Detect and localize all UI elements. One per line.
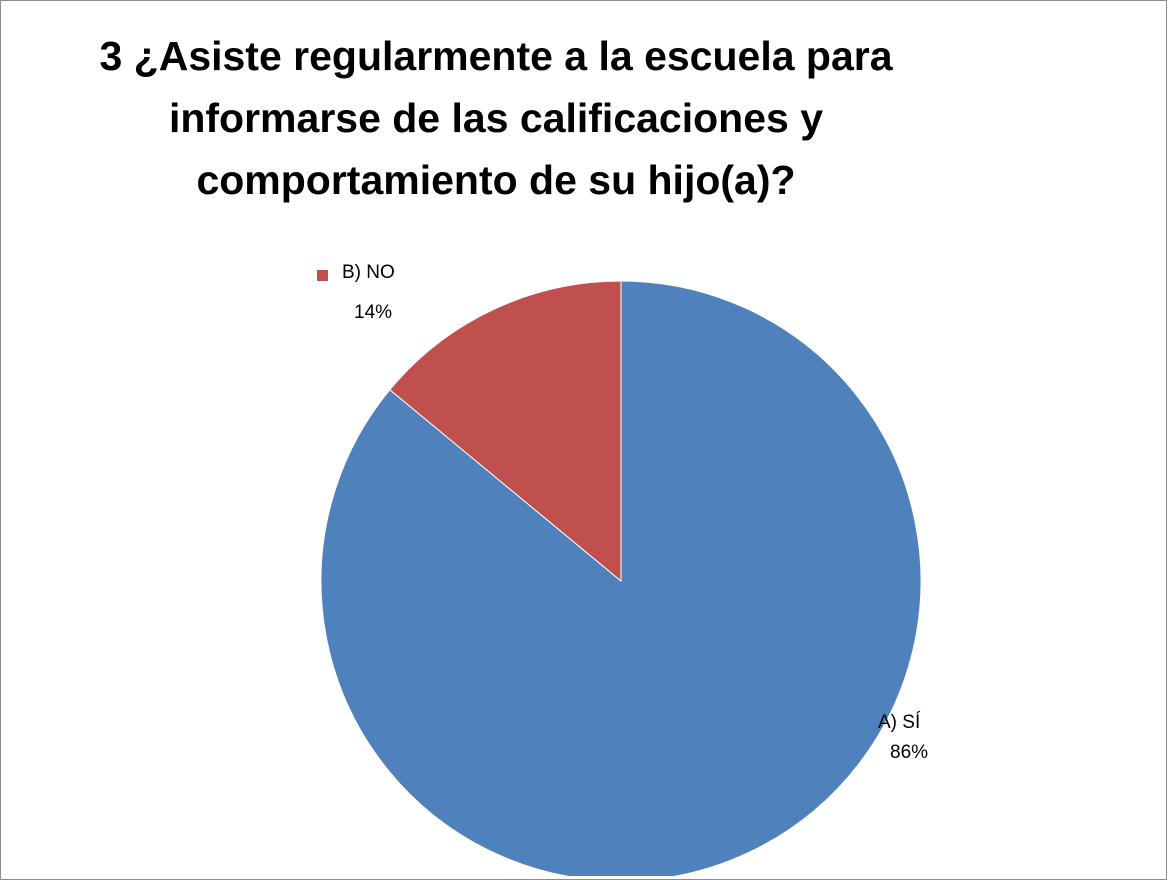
label-marker-no <box>317 270 328 281</box>
pie-slices <box>320 280 922 876</box>
slice-label-si: A) SÍ <box>878 712 921 733</box>
slice-percent-si: 86% <box>890 742 928 763</box>
label-marker-si <box>853 720 864 731</box>
slice-label-no: B) NO <box>342 262 395 283</box>
pie-labels: A) SÍ 86% B) NO 14% <box>317 262 928 763</box>
chart-title: 3 ¿Asiste regularmente a la escuela para… <box>99 33 893 203</box>
pie-slice-no <box>389 280 622 583</box>
slice-percent-no: 14% <box>354 302 392 323</box>
